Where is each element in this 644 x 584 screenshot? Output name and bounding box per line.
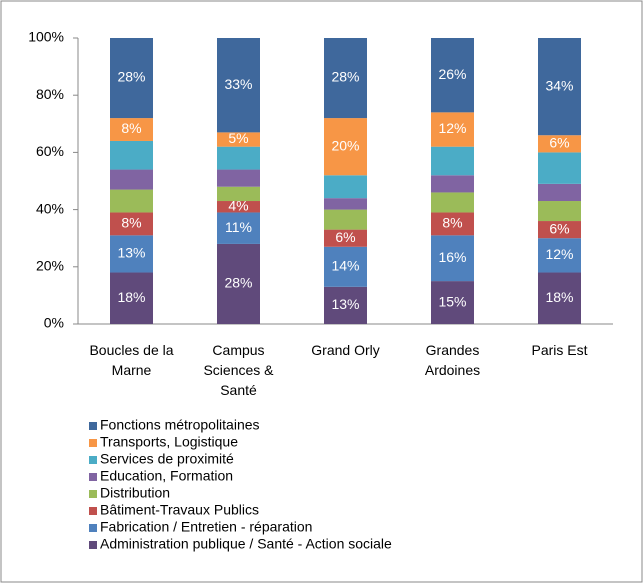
bar-segment — [110, 235, 153, 273]
bar-segment — [217, 38, 260, 133]
bar-segment — [431, 146, 474, 176]
bar-segment — [538, 135, 581, 153]
bar-segment — [538, 221, 581, 239]
data-label: 20% — [331, 137, 359, 153]
bar-segment — [217, 132, 260, 147]
bar-segment — [110, 272, 153, 324]
legend-label: Fonctions métropolitaines — [100, 417, 260, 433]
bar-segment — [324, 198, 367, 210]
data-label: 18% — [545, 289, 573, 305]
x-tick-label: Campus Sciences & Santé — [203, 342, 274, 398]
bar-segment — [110, 140, 153, 170]
data-label: 28% — [331, 69, 359, 85]
data-label: 13% — [331, 296, 359, 312]
legend-swatch — [89, 439, 97, 447]
data-label: 5% — [228, 130, 248, 146]
x-tick-label: Grandes Ardoines — [424, 342, 481, 378]
data-label: 34% — [545, 77, 573, 93]
legend-swatch — [89, 422, 97, 430]
bar-segment — [538, 152, 581, 184]
legend-label: Administration publique / Santé - Action… — [100, 536, 392, 552]
bar-segment — [324, 209, 367, 230]
legend-swatch — [89, 490, 97, 498]
bar-segment — [324, 229, 367, 247]
data-label: 6% — [335, 229, 355, 245]
data-label: 8% — [442, 215, 462, 231]
data-label: 16% — [438, 249, 466, 265]
y-tick-label: 60% — [36, 143, 64, 159]
bar-segment — [217, 169, 260, 187]
bar-segment — [538, 238, 581, 273]
bar-segment — [217, 186, 260, 202]
legend-label: Fabrication / Entretien - réparation — [100, 519, 312, 535]
data-label: 33% — [224, 76, 252, 92]
y-tick-label: 80% — [36, 86, 64, 102]
data-label: 18% — [117, 289, 145, 305]
data-label: 12% — [545, 246, 573, 262]
bar-segment — [431, 281, 474, 324]
data-label: 26% — [438, 66, 466, 82]
bar-segment — [110, 38, 153, 119]
legend-swatch — [89, 456, 97, 464]
bar-segment — [217, 201, 260, 213]
data-label: 4% — [228, 197, 248, 213]
y-tick-label: 100% — [28, 29, 64, 45]
bar-segment — [538, 201, 581, 222]
legend-swatch — [89, 524, 97, 532]
data-label: 8% — [121, 120, 141, 136]
data-label: 12% — [438, 120, 466, 136]
bar-segment — [324, 286, 367, 324]
bar-segment — [324, 175, 367, 199]
data-label: 6% — [549, 220, 569, 236]
bar-segment — [110, 169, 153, 190]
bar-segment — [110, 189, 153, 213]
legend-label: Distribution — [100, 485, 170, 501]
y-tick-label: 20% — [36, 258, 64, 274]
y-tick-label: 0% — [44, 315, 64, 331]
data-label: 28% — [117, 69, 145, 85]
bar-segment — [217, 212, 260, 244]
legend-swatch — [89, 473, 97, 481]
bar-segment — [324, 118, 367, 176]
legend-swatch — [89, 541, 97, 549]
bar-segment — [110, 118, 153, 141]
legend-label: Bâtiment-Travaux Publics — [100, 502, 259, 518]
bar-segment — [431, 235, 474, 282]
bar-segment — [538, 272, 581, 324]
bar-segment — [110, 212, 153, 236]
x-tick-label: Boucles de la Marne — [89, 342, 174, 378]
bar-segment — [217, 243, 260, 324]
data-label: 13% — [117, 245, 145, 261]
bar-segment — [431, 112, 474, 147]
bar-segment — [431, 175, 474, 193]
bar-segment — [538, 38, 581, 136]
data-label: 14% — [331, 258, 359, 274]
legend-label: Services de proximité — [100, 451, 234, 467]
x-tick-label: Paris Est — [531, 342, 588, 358]
legend-label: Transports, Logistique — [100, 434, 238, 450]
data-label: 8% — [121, 215, 141, 231]
bar-segment — [217, 146, 260, 170]
data-label: 15% — [438, 293, 466, 309]
bar-segment — [324, 38, 367, 119]
data-label: 6% — [549, 135, 569, 151]
data-label: 11% — [225, 219, 252, 235]
bar-segment — [431, 38, 474, 113]
bar-segment — [431, 212, 474, 236]
bar-segment — [431, 192, 474, 213]
bar-segment — [538, 183, 581, 202]
y-tick-label: 40% — [36, 200, 64, 216]
bar-segment — [324, 246, 367, 287]
legend-label: Education, Formation — [100, 468, 233, 484]
x-tick-label: Grand Orly — [311, 342, 380, 358]
legend-swatch — [89, 507, 97, 515]
data-label: 28% — [224, 275, 252, 291]
